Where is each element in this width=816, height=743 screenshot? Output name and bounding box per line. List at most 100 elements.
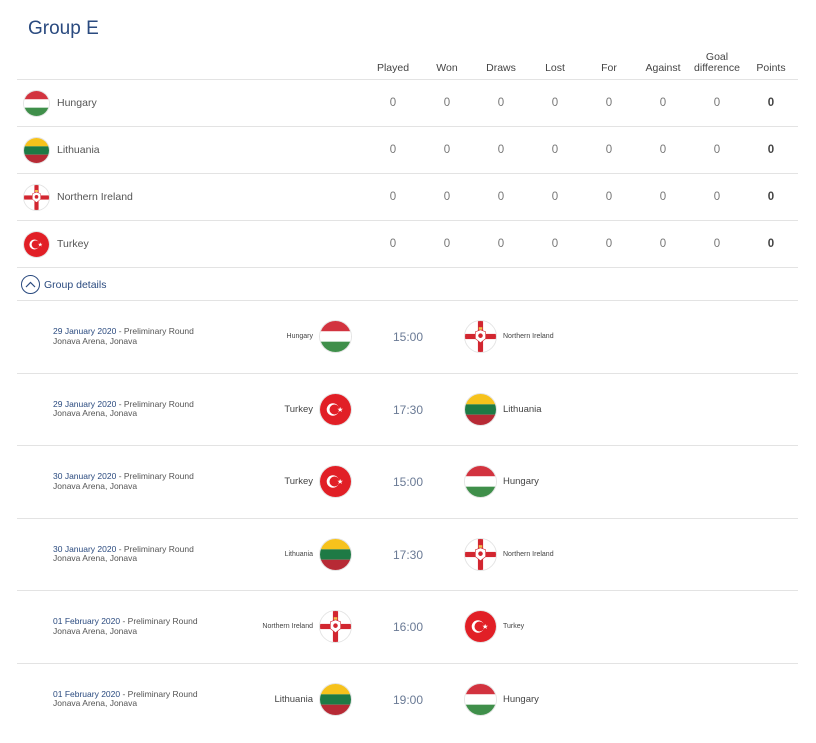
hungary-flag-icon [465,684,496,715]
match-time: 15:00 [392,330,424,344]
match-venue: Jonava Arena, Jonava [53,335,138,346]
chevron-up-icon[interactable] [21,275,40,294]
match-date[interactable]: 29 January 2020 [53,398,117,409]
played-value: 0 [389,144,397,156]
match-row[interactable]: 29 January 2020 - Preliminary Round Jona… [17,301,798,374]
northern-ireland-flag-icon [24,185,49,210]
goal-difference-value: 0 [713,144,721,156]
column-points: Points [756,62,786,74]
match-info: 29 January 2020 - Preliminary Round Jona… [53,326,194,346]
turkey-flag-icon [24,232,49,257]
goal-difference-value: 0 [713,97,721,109]
won-value: 0 [443,238,451,250]
team-name[interactable]: Turkey [57,238,89,250]
home-team-name[interactable]: Turkey [284,403,313,415]
match-info: 01 February 2020 - Preliminary Round Jon… [53,688,198,709]
northern-ireland-flag-icon [465,321,496,352]
match-time: 17:30 [392,402,424,417]
home-team-name[interactable]: Lithuania [284,550,313,558]
group-title: Group E [28,18,99,39]
match-time: 17:30 [392,547,424,562]
northern-ireland-flag-icon [465,539,496,570]
points-value: 0 [767,144,775,156]
match-info: 30 January 2020 - Preliminary Round Jona… [53,471,194,491]
played-value: 0 [389,97,397,109]
lithuania-flag-icon [320,539,351,570]
match-round: - Preliminary Round [116,543,194,554]
match-time: 19:00 [392,692,424,707]
against-value: 0 [659,144,667,156]
lost-value: 0 [551,97,559,109]
team-name[interactable]: Northern Ireland [57,191,133,203]
match-date[interactable]: 29 January 2020 [53,326,117,336]
points-value: 0 [767,97,775,109]
draws-value: 0 [497,191,505,203]
group-details-label[interactable]: Group details [44,278,107,291]
draws-value: 0 [497,238,505,250]
column-draws: Draws [486,62,516,74]
standings-row[interactable]: Lithuania 0 0 0 0 0 0 0 0 [17,127,798,174]
standings-table: Played Won Draws Lost For Against Goal d… [17,50,798,268]
team-name[interactable]: Hungary [57,97,97,109]
match-venue: Jonava Arena, Jonava [53,553,138,564]
turkey-flag-icon [320,466,351,497]
match-round: - Preliminary Round [116,471,194,482]
match-round: - Preliminary Round [120,616,198,627]
match-date[interactable]: 30 January 2020 [53,471,117,482]
draws-value: 0 [497,144,505,156]
home-team-name[interactable]: Northern Ireland [262,623,313,631]
hungary-flag-icon [320,321,351,352]
match-info: 01 February 2020 - Preliminary Round Jon… [53,617,198,636]
hungary-flag-icon [24,91,49,116]
match-date[interactable]: 01 February 2020 [53,616,121,627]
match-row[interactable]: 30 January 2020 - Preliminary Round Jona… [17,519,798,592]
won-value: 0 [443,144,451,156]
match-info: 29 January 2020 - Preliminary Round Jona… [53,398,194,419]
for-value: 0 [605,144,613,156]
match-row[interactable]: 01 February 2020 - Preliminary Round Jon… [17,591,798,664]
away-team-name[interactable]: Hungary [503,693,539,705]
away-team-name[interactable]: Lithuania [503,403,542,415]
away-team-name[interactable]: Turkey [503,623,525,631]
column-goal-difference-line1: Goal [705,51,729,63]
standings-row[interactable]: Turkey 0 0 0 0 0 0 0 0 [17,221,798,268]
away-team-name[interactable]: Hungary [503,476,539,488]
match-date[interactable]: 30 January 2020 [53,543,117,554]
match-venue: Jonava Arena, Jonava [53,698,138,709]
goal-difference-value: 0 [713,238,721,250]
match-venue: Jonava Arena, Jonava [53,408,138,419]
goal-difference-value: 0 [713,191,721,203]
points-value: 0 [767,191,775,203]
column-played: Played [376,62,410,74]
match-date[interactable]: 01 February 2020 [53,688,121,699]
played-value: 0 [389,191,397,203]
match-row[interactable]: 01 February 2020 - Preliminary Round Jon… [17,664,798,737]
match-time: 15:00 [392,475,424,490]
team-name[interactable]: Lithuania [57,144,100,156]
for-value: 0 [605,97,613,109]
home-team-name[interactable]: Hungary [286,333,313,340]
away-team-name[interactable]: Northern Ireland [503,550,554,558]
lost-value: 0 [551,191,559,203]
match-row[interactable]: 29 January 2020 - Preliminary Round Jona… [17,374,798,447]
won-value: 0 [443,191,451,203]
match-venue: Jonava Arena, Jonava [53,480,138,491]
column-against: Against [645,62,681,74]
home-team-name[interactable]: Turkey [284,476,313,488]
against-value: 0 [659,191,667,203]
column-lost: Lost [545,62,565,74]
lost-value: 0 [551,238,559,250]
match-round: - Preliminary Round [116,326,194,336]
match-round: - Preliminary Round [120,688,198,699]
against-value: 0 [659,238,667,250]
standings-row[interactable]: Northern Ireland 0 0 0 0 0 0 0 0 [17,174,798,221]
lithuania-flag-icon [465,394,496,425]
away-team-name[interactable]: Northern Ireland [503,333,554,340]
match-row[interactable]: 30 January 2020 - Preliminary Round Jona… [17,446,798,519]
group-details-toggle[interactable]: Group details [21,275,106,294]
for-value: 0 [605,238,613,250]
home-team-name[interactable]: Lithuania [274,693,313,705]
standings-row[interactable]: Hungary 0 0 0 0 0 0 0 0 [17,80,798,127]
turkey-flag-icon [320,394,351,425]
turkey-flag-icon [465,611,496,642]
